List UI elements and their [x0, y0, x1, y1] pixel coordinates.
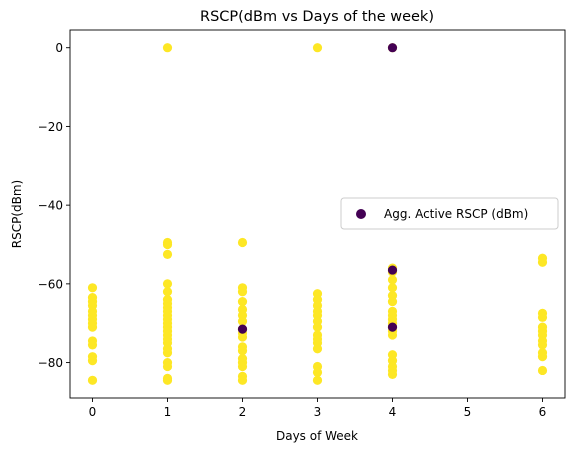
chart-title: RSCP(dBm vs Days of the week) [200, 9, 434, 25]
data-point [537, 312, 548, 322]
data-point [312, 344, 323, 354]
data-point [387, 43, 398, 53]
data-point [237, 346, 248, 356]
x-tick-label: 1 [164, 405, 172, 419]
legend-label: Agg. Active RSCP (dBm) [384, 207, 528, 221]
legend-frame [340, 197, 559, 230]
data-point [162, 239, 173, 250]
data-point [237, 324, 248, 334]
data-point [537, 257, 548, 267]
data-point [387, 275, 398, 285]
legend-marker [356, 209, 366, 219]
x-tick-label: 5 [464, 405, 472, 419]
data-point [237, 316, 248, 326]
data-point [237, 375, 248, 385]
data-point [312, 367, 323, 378]
data-point [312, 375, 323, 385]
data-point [87, 322, 98, 332]
data-point [312, 43, 323, 53]
data-point [87, 340, 98, 350]
y-tick-label: −40 [38, 199, 63, 213]
data-point [162, 348, 173, 358]
x-tick-label: 6 [539, 405, 547, 419]
data-point [537, 365, 548, 376]
data-point [162, 43, 173, 53]
plot-area [87, 43, 548, 385]
y-tick-label: −80 [38, 356, 63, 370]
y-axis: 0 −20 −40 −60 −80 [38, 41, 70, 370]
data-point [387, 283, 398, 293]
data-point [87, 283, 98, 293]
data-point [87, 375, 98, 385]
data-point [387, 265, 398, 275]
data-point [387, 369, 398, 379]
data-point [162, 279, 173, 289]
y-axis-label: RSCP(dBm) [10, 180, 24, 248]
data-point [162, 375, 173, 385]
data-point [237, 237, 248, 248]
data-point [387, 322, 398, 332]
data-point [387, 296, 398, 307]
data-point [237, 287, 248, 297]
x-tick-label: 2 [239, 405, 247, 419]
x-tick-label: 3 [314, 405, 322, 419]
data-point [537, 352, 548, 362]
y-tick-label: −20 [38, 120, 63, 134]
legend: Agg. Active RSCP (dBm) [340, 197, 559, 230]
data-point [162, 361, 173, 372]
data-point [237, 332, 248, 342]
x-axis-label: Days of Week [276, 429, 358, 443]
x-tick-label: 4 [389, 405, 397, 419]
data-point [237, 296, 248, 307]
data-point [312, 322, 323, 332]
y-tick-label: −60 [38, 277, 63, 291]
data-point [87, 356, 98, 366]
y-tick-label: 0 [55, 41, 63, 55]
x-axis: 0 1 2 3 4 5 6 [89, 398, 547, 419]
x-tick-label: 0 [89, 405, 97, 419]
data-point [237, 361, 248, 372]
data-point [537, 340, 548, 350]
data-point [162, 287, 173, 297]
axes-frame [69, 29, 566, 399]
data-point [387, 330, 398, 340]
data-point [162, 249, 173, 259]
